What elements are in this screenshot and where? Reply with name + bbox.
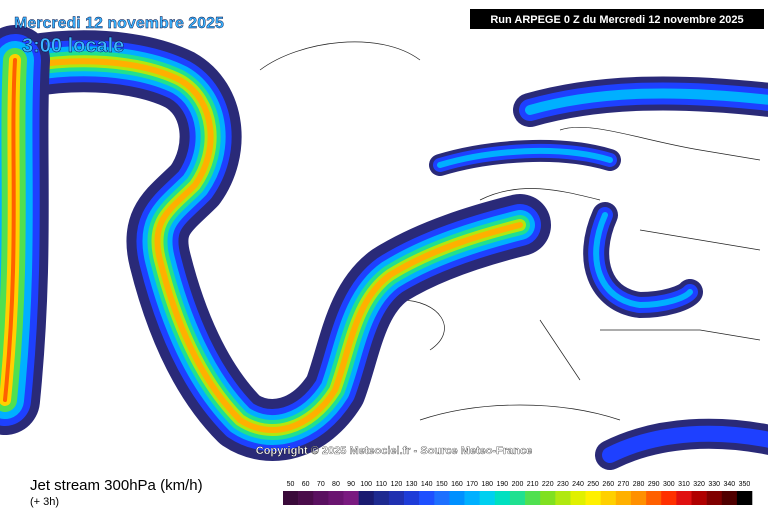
scale-label: 260	[602, 481, 614, 488]
scale-swatch	[646, 491, 662, 505]
scale-swatch	[721, 491, 738, 505]
scale-label: 280	[633, 481, 645, 488]
coastlines	[259, 41, 761, 421]
scale-swatch	[449, 491, 465, 505]
scale-label: 310	[678, 481, 690, 488]
scale-label: 300	[663, 481, 675, 488]
scale-swatch	[404, 491, 420, 505]
scale-swatch	[313, 491, 329, 505]
scale-swatch	[419, 491, 435, 505]
scale-swatch	[525, 491, 541, 505]
scale-label: 240	[572, 481, 584, 488]
scale-swatch	[479, 491, 496, 505]
credit: Copyright © 2025 Meteociel.fr - Source M…	[256, 445, 532, 457]
scale-label: 340	[723, 481, 735, 488]
scale-label: 90	[347, 481, 355, 488]
scale-swatch	[283, 491, 299, 505]
scale-swatch	[540, 491, 556, 505]
scale-swatch	[585, 491, 602, 505]
scale-label: 110	[376, 481, 387, 488]
scale-label: 320	[693, 481, 705, 488]
scale-label: 140	[421, 481, 433, 488]
scale-swatch	[358, 491, 375, 505]
scale-swatch	[661, 491, 677, 505]
scale-swatch	[388, 491, 405, 505]
scale-label: 170	[466, 481, 478, 488]
scale-swatch	[630, 491, 647, 505]
scale-swatch	[464, 491, 480, 505]
scale-label: 200	[512, 481, 524, 488]
scale-label: 290	[648, 481, 660, 488]
scale-swatch	[373, 491, 390, 505]
scale-label: 120	[391, 481, 403, 488]
scale-label: 220	[542, 481, 554, 488]
scale-label: 150	[436, 481, 448, 488]
scale-label: 60	[302, 481, 310, 488]
scale-label: 160	[451, 481, 463, 488]
scale-label: 210	[527, 481, 539, 488]
scale-swatch	[494, 491, 511, 505]
scale-swatch	[691, 491, 707, 505]
scale-label: 330	[708, 481, 720, 488]
scale-label: 250	[587, 481, 599, 488]
lead-time: (+ 3h)	[30, 496, 59, 508]
run-box	[470, 9, 764, 29]
time-label: 3:00 locale	[22, 35, 124, 57]
scale-label: 190	[497, 481, 509, 488]
scale-label: 270	[618, 481, 630, 488]
scale-swatch	[736, 491, 753, 505]
scale-swatch	[434, 491, 450, 505]
scale-swatch	[706, 491, 723, 505]
scale-label: 70	[317, 481, 325, 488]
scale-swatch	[298, 491, 314, 505]
run-label: Run ARPEGE 0 Z du Mercredi 12 novembre 2…	[490, 14, 743, 26]
scale-label: 100	[360, 481, 372, 488]
scale-swatch	[600, 491, 617, 505]
scale-swatch	[555, 491, 571, 505]
scale-label: 230	[557, 481, 569, 488]
scale-label: 180	[481, 481, 493, 488]
scale-swatch	[328, 491, 344, 505]
color-scale: 50 60 70 80 90 100 110 120 130 140 150 160 170 180 190…	[283, 481, 753, 505]
date-label: Mercredi 12 novembre 2025	[14, 15, 224, 32]
legend-title: Jet stream 300hPa (km/h)	[30, 477, 203, 494]
scale-swatch	[570, 491, 586, 505]
scale-label: 350	[739, 481, 751, 488]
scale-swatch	[615, 491, 632, 505]
scale-label: 80	[332, 481, 340, 488]
scale-label: 130	[406, 481, 418, 488]
scale-label: 50	[287, 481, 295, 488]
scale-swatch	[509, 491, 526, 505]
scale-swatch	[676, 491, 692, 505]
scale-swatch	[343, 491, 359, 505]
